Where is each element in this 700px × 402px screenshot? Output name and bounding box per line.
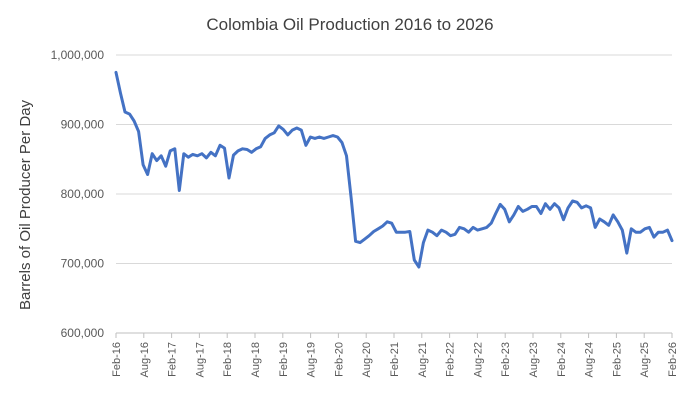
- grid-lines: [116, 54, 672, 264]
- x-tick-label: Aug-21: [417, 342, 429, 377]
- x-tick-label: Feb-17: [167, 342, 179, 377]
- x-tick-label: Aug-19: [306, 342, 318, 377]
- x-tick-label: Feb-23: [500, 342, 512, 377]
- x-tick-label: Feb-16: [111, 342, 123, 377]
- x-tick-labels: Feb-16 Aug-16 Feb-17 Aug-17 Feb-18 Aug-18 Feb-…: [111, 333, 679, 377]
- y-tick-label: 900,000: [61, 118, 105, 132]
- x-tick-label: Aug-17: [194, 342, 206, 377]
- series-group: [114, 70, 674, 269]
- x-tick-label: Feb-19: [278, 342, 290, 377]
- y-tick-label: 600,000: [61, 326, 105, 340]
- x-tick-label: Feb-22: [445, 342, 457, 377]
- x-tick-label: Aug-22: [472, 342, 484, 377]
- x-tick-label: Aug-25: [639, 342, 651, 377]
- x-tick-label: Feb-25: [611, 342, 623, 377]
- x-tick-label: Feb-21: [389, 342, 401, 377]
- x-tick-label: Aug-24: [584, 342, 596, 377]
- x-tick-label: Aug-16: [139, 342, 151, 377]
- x-tick-label: Feb-26: [667, 342, 679, 377]
- y-tick-label: 700,000: [61, 257, 105, 271]
- y-tick-label: 800,000: [61, 187, 105, 201]
- y-tick-labels: 600,000 700,000 800,000 900,000 1,000,000: [51, 48, 105, 340]
- series-line: [114, 70, 674, 269]
- x-tick-label: Feb-18: [222, 342, 234, 377]
- x-tick-label: Aug-18: [250, 342, 262, 377]
- x-tick-label: Aug-20: [361, 342, 373, 377]
- y-tick-label: 1,000,000: [51, 48, 105, 62]
- x-tick-label: Feb-24: [556, 342, 568, 377]
- x-tick-label: Aug-23: [528, 342, 540, 377]
- y-axis-label: Barrels of Oil Producer Per Day: [17, 99, 34, 310]
- chart-title: Colombia Oil Production 2016 to 2026: [206, 15, 493, 34]
- x-tick-label: Feb-20: [333, 342, 345, 377]
